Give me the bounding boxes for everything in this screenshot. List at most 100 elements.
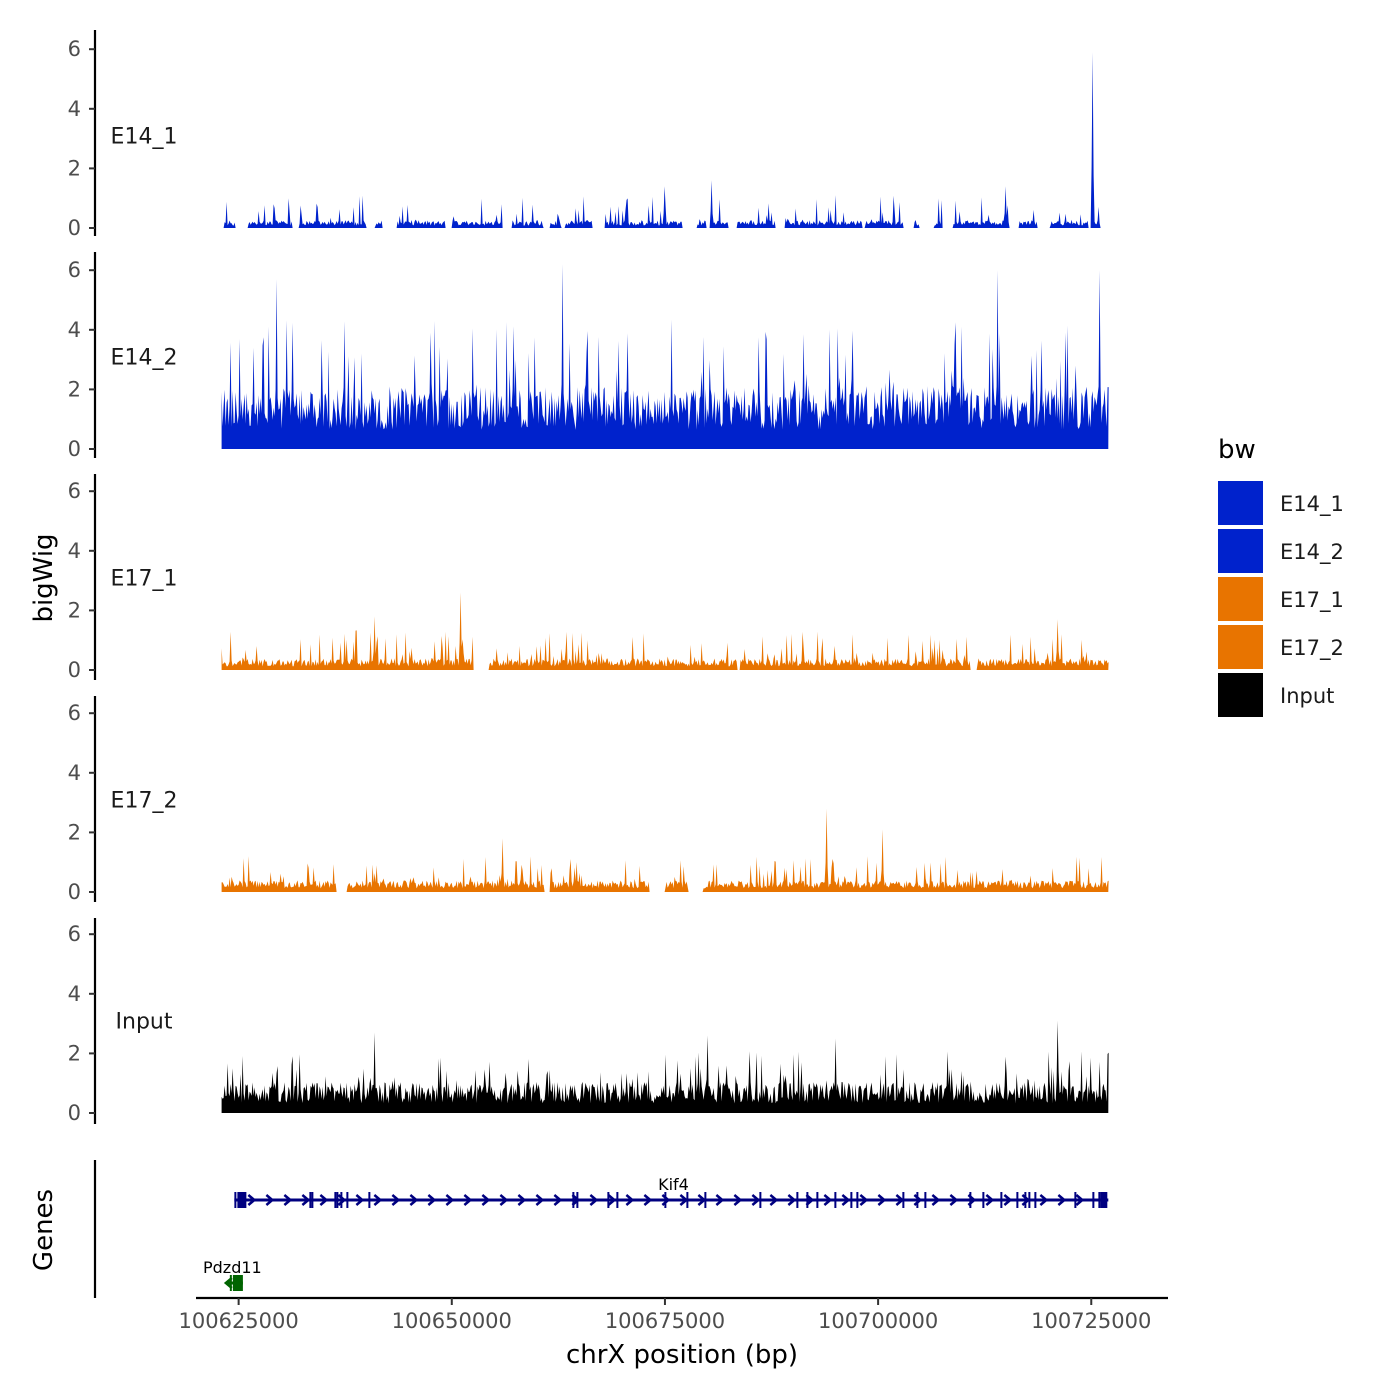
exon <box>916 1192 919 1208</box>
track-label: E17_1 <box>111 567 178 592</box>
y-tick-label: 2 <box>68 377 81 401</box>
legend-item-E17_1: E17_1 <box>1218 577 1344 621</box>
legend-label: Input <box>1280 684 1334 708</box>
legend-title: bw <box>1218 435 1256 465</box>
exon <box>572 1192 575 1208</box>
strand-arrow <box>679 1194 689 1206</box>
strand-arrow <box>1075 1194 1085 1206</box>
exon <box>234 1192 237 1208</box>
exon <box>368 1192 371 1208</box>
y-axis-title: bigWig <box>29 533 59 622</box>
y-tick-label: 4 <box>68 318 81 342</box>
legend-label: E14_2 <box>1280 540 1344 565</box>
strand-arrow <box>553 1194 563 1206</box>
signal-area-E17_2 <box>221 808 1109 892</box>
legend: bw E14_1 E14_2 E17_1 E17_2 Input <box>1218 435 1344 717</box>
signal-area-E14_1 <box>221 52 1109 229</box>
legend-item-E14_2: E14_2 <box>1218 529 1344 573</box>
exon <box>1034 1192 1037 1208</box>
y-tick-label: 0 <box>68 880 81 904</box>
legend-label: E17_2 <box>1280 636 1344 661</box>
exon <box>238 1192 247 1208</box>
strand-arrow <box>283 1194 293 1206</box>
exon <box>309 1192 312 1208</box>
y-tick-label: 0 <box>68 437 81 461</box>
strand-arrow <box>877 1194 887 1206</box>
exon <box>982 1192 985 1208</box>
track-E17_2: 0 2 4 6 E17_2 <box>68 696 1109 904</box>
strand-arrow <box>535 1194 545 1206</box>
strand-arrow <box>445 1194 455 1206</box>
x-tick-label: 100625000 <box>179 1309 299 1333</box>
exon <box>969 1192 972 1208</box>
strand-arrow <box>859 1194 869 1206</box>
signal-tracks: 0 2 4 6 E14_1 0 2 4 6 E14_2 0 2 4 6 E17_1 0 2 4 6 E17_2 0 2 4 6… <box>68 30 1109 1125</box>
exon <box>856 1192 859 1208</box>
y-tick-label: 4 <box>68 982 81 1006</box>
strand-arrow <box>301 1194 311 1206</box>
exon <box>1028 1192 1031 1208</box>
x-tick-label: 100725000 <box>1031 1309 1151 1333</box>
strand-arrow <box>697 1194 707 1206</box>
exon <box>346 1192 349 1208</box>
legend-label: E17_1 <box>1280 588 1344 613</box>
x-axis-title: chrX position (bp) <box>566 1340 798 1370</box>
strand-arrow <box>517 1194 527 1206</box>
exon <box>686 1192 689 1208</box>
exon <box>576 1192 579 1208</box>
strand-arrow <box>1003 1194 1013 1206</box>
y-tick-label: 6 <box>68 479 81 503</box>
exon <box>340 1192 343 1208</box>
y-tick-label: 0 <box>68 216 81 240</box>
legend-swatch <box>1218 577 1263 621</box>
strand-arrow <box>715 1194 725 1206</box>
strand-arrow <box>373 1194 383 1206</box>
y-tick-label: 4 <box>68 539 81 563</box>
strand-arrow <box>661 1194 671 1206</box>
legend-swatch <box>1218 529 1263 573</box>
track-E14_2: 0 2 4 6 E14_2 <box>68 252 1109 461</box>
legend-swatch <box>1218 625 1263 669</box>
legend-swatch <box>1218 481 1263 525</box>
y-tick-label: 0 <box>68 1101 81 1125</box>
strand-arrow <box>481 1194 491 1206</box>
strand-arrow <box>265 1194 275 1206</box>
legend-item-E17_2: E17_2 <box>1218 625 1344 669</box>
track-Input: 0 2 4 6 Input <box>68 918 1109 1125</box>
exon <box>1024 1192 1027 1208</box>
genes-track: Kif4 Pdzd11 <box>93 1160 1109 1298</box>
exon <box>759 1192 762 1208</box>
exon <box>850 1192 853 1208</box>
exon <box>704 1192 707 1208</box>
strand-arrow <box>823 1194 833 1206</box>
x-tick-label: 100650000 <box>392 1309 512 1333</box>
exon <box>816 1192 819 1208</box>
x-axis: 100625000 100650000 100675000 100700000 1007… <box>179 1296 1168 1333</box>
y-tick-label: 2 <box>68 156 81 180</box>
exon <box>1000 1192 1003 1208</box>
gene-kif4: Kif4 <box>234 1175 1109 1208</box>
exon <box>336 1192 339 1208</box>
strand-arrow <box>769 1194 779 1206</box>
exon <box>796 1192 799 1208</box>
strand-arrow <box>247 1194 257 1206</box>
exon <box>924 1192 927 1208</box>
genes-axis-title: Genes <box>29 1189 59 1271</box>
strand-arrow <box>913 1194 923 1206</box>
y-tick-label: 6 <box>68 258 81 282</box>
strand-arrow <box>337 1194 347 1206</box>
legend-item-E14_1: E14_1 <box>1218 481 1344 525</box>
exon <box>834 1192 837 1208</box>
strand-arrow <box>733 1194 743 1206</box>
x-tick-label: 100675000 <box>605 1309 725 1333</box>
legend-item-Input: Input <box>1218 673 1334 717</box>
strand-arrow <box>409 1194 419 1206</box>
signal-area-E17_1 <box>221 592 1109 670</box>
y-tick-label: 2 <box>68 598 81 622</box>
strand-arrow <box>589 1194 599 1206</box>
strand-arrow <box>625 1194 635 1206</box>
gene-pdzd11: Pdzd11 <box>203 1258 262 1291</box>
y-tick-label: 4 <box>68 97 81 121</box>
exon <box>334 1192 337 1208</box>
